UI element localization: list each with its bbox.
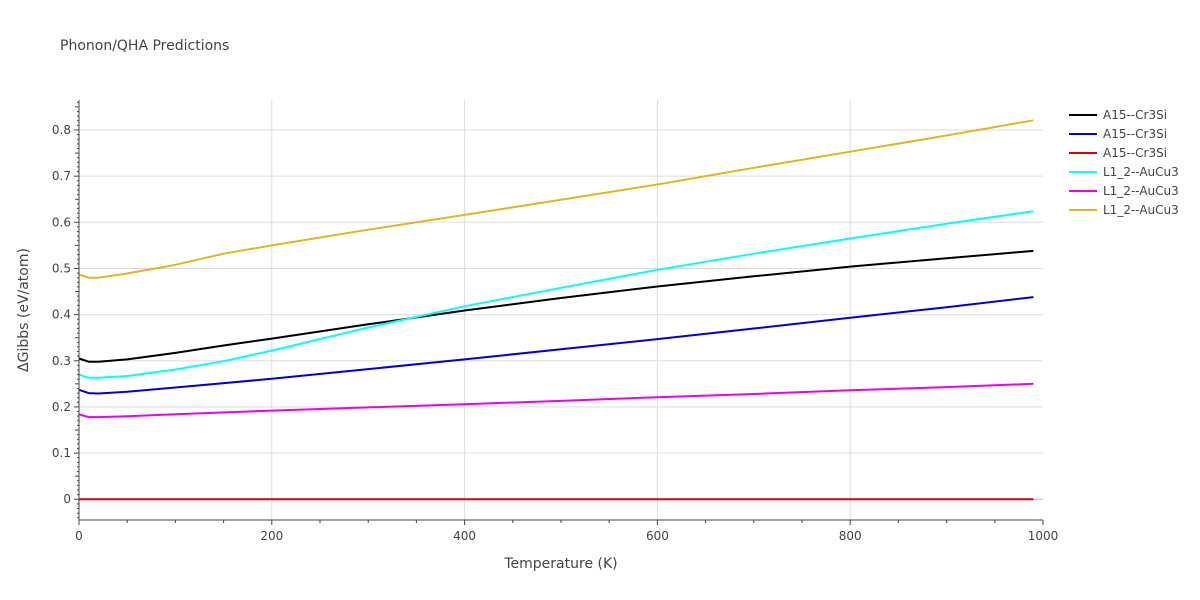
x-axis-title: Temperature (K) [503,556,617,572]
legend-label: L1_2--AuCu3 [1103,184,1179,198]
y-axis-title: ΔGibbs (eV/atom) [16,248,32,372]
series-line-6 [78,119,1034,279]
legend-label: A15--Cr3Si [1103,127,1167,141]
legend-label: L1_2--AuCu3 [1103,203,1179,217]
x-tick-label: 0 [75,529,83,543]
series-line-2 [78,296,1034,395]
axes-layer: 0 200 400 600 800 1000 0 0.1 0.2 0.3 0.4 0.5 0.6 0.7 0… [52,100,1058,543]
x-tick-label: 200 [260,529,283,543]
legend-item-1[interactable]: A15--Cr3Si [1069,108,1167,122]
series-line-5 [78,382,1034,419]
legend-item-5[interactable]: L1_2--AuCu3 [1069,184,1179,198]
legend-item-6[interactable]: L1_2--AuCu3 [1069,203,1179,217]
series-line-4 [78,210,1034,379]
legend-item-3[interactable]: A15--Cr3Si [1069,146,1167,160]
y-tick-label: 0 [63,492,71,506]
legend-item-2[interactable]: A15--Cr3Si [1069,127,1167,141]
legend-label: A15--Cr3Si [1103,146,1167,160]
series-line-1 [78,249,1034,363]
x-tick-label: 600 [646,529,669,543]
x-tick-label: 400 [453,529,476,543]
series-layer [78,119,1034,501]
y-tick-label: 0.3 [52,354,71,368]
y-tick-label: 0.5 [52,261,71,275]
y-tick-label: 0.4 [52,308,71,322]
y-tick-label: 0.2 [52,400,71,414]
y-tick-label: 0.8 [52,123,71,137]
x-tick-label: 1000 [1028,529,1059,543]
y-tick-label: 0.1 [52,446,71,460]
legend[interactable]: A15--Cr3Si A15--Cr3Si A15--Cr3Si L1_2--AuCu… [1069,108,1179,217]
legend-label: L1_2--AuCu3 [1103,165,1179,179]
y-tick-label: 0.7 [52,169,71,183]
x-tick-label: 800 [839,529,862,543]
legend-item-4[interactable]: L1_2--AuCu3 [1069,165,1179,179]
legend-label: A15--Cr3Si [1103,108,1167,122]
y-tick-label: 0.6 [52,215,71,229]
chart-title: Phonon/QHA Predictions [60,38,229,54]
